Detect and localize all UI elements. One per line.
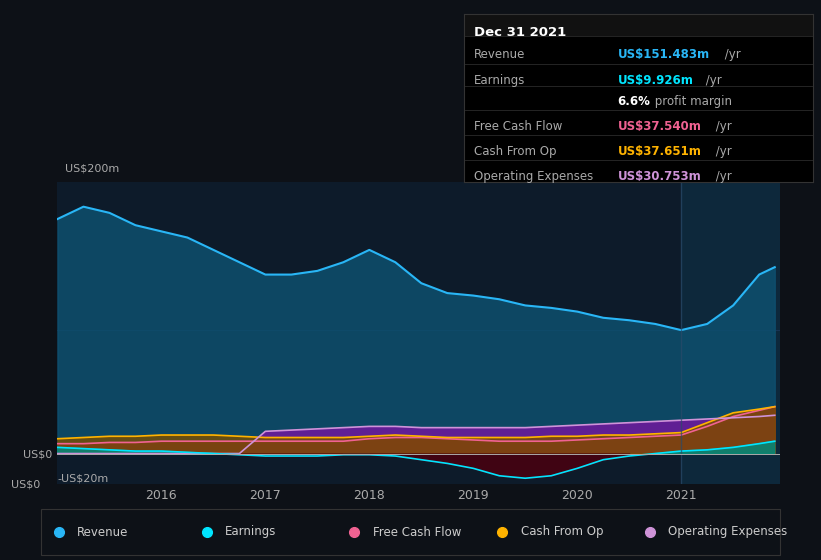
Text: Revenue: Revenue <box>77 525 129 539</box>
Text: Operating Expenses: Operating Expenses <box>475 170 594 183</box>
Text: US$9.926m: US$9.926m <box>617 74 693 87</box>
Text: Free Cash Flow: Free Cash Flow <box>475 120 562 133</box>
Bar <box>681 182 780 484</box>
Text: Free Cash Flow: Free Cash Flow <box>373 525 461 539</box>
Text: Revenue: Revenue <box>475 48 525 60</box>
Text: 6.6%: 6.6% <box>617 95 650 108</box>
Text: -US$20m: -US$20m <box>57 473 108 483</box>
Text: /yr: /yr <box>721 48 741 60</box>
Text: US$151.483m: US$151.483m <box>617 48 709 60</box>
Text: /yr: /yr <box>702 74 722 87</box>
Text: US$37.651m: US$37.651m <box>617 145 701 158</box>
Text: Cash From Op: Cash From Op <box>475 145 557 158</box>
Text: US$30.753m: US$30.753m <box>617 170 701 183</box>
Text: Cash From Op: Cash From Op <box>521 525 603 539</box>
Text: Operating Expenses: Operating Expenses <box>668 525 787 539</box>
Text: Earnings: Earnings <box>225 525 277 539</box>
Text: US$0: US$0 <box>11 479 39 489</box>
Text: US$37.540m: US$37.540m <box>617 120 701 133</box>
Text: /yr: /yr <box>712 170 732 183</box>
Text: US$200m: US$200m <box>65 164 119 174</box>
Text: Earnings: Earnings <box>475 74 525 87</box>
Text: profit margin: profit margin <box>650 95 732 108</box>
Text: Dec 31 2021: Dec 31 2021 <box>475 26 566 39</box>
Bar <box>464 14 813 36</box>
Text: /yr: /yr <box>712 120 732 133</box>
Text: /yr: /yr <box>712 145 732 158</box>
